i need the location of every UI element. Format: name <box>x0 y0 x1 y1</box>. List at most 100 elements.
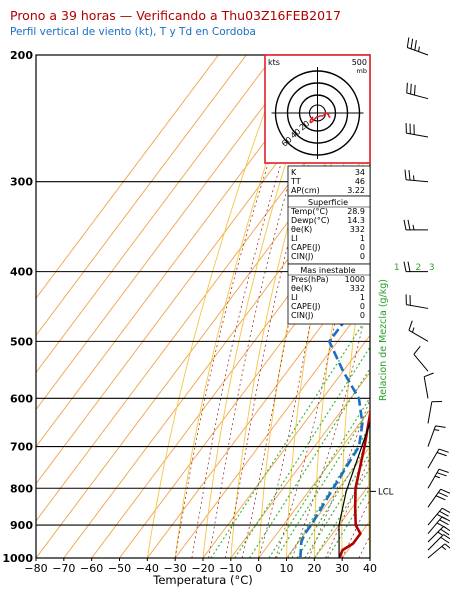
indices-box <box>287 165 371 197</box>
hodograph-max-label: 500 <box>352 58 367 67</box>
isotherm-line <box>230 371 370 558</box>
unstable-value: 1000 <box>344 275 365 284</box>
x-tick-label: −50 <box>108 562 131 575</box>
surface-value: 0 <box>359 243 365 252</box>
isotherm-line <box>63 149 370 558</box>
wind-barb <box>427 400 443 424</box>
surface-value: 14.3 <box>347 216 365 225</box>
wind-barb <box>406 82 429 100</box>
surface-heading: Superficie <box>307 198 349 207</box>
x-tick-label: −30 <box>164 562 187 575</box>
x-tick-label: −70 <box>52 562 75 575</box>
unstable-row: LI 1 <box>289 293 367 302</box>
surface-label: θe(K) <box>291 225 313 234</box>
parcel-profile-line <box>338 420 370 558</box>
y-tick-label: 900 <box>10 519 33 532</box>
dry-adiabat <box>368 415 370 558</box>
isotherm-line <box>36 55 219 299</box>
y-tick-label: 400 <box>10 266 33 279</box>
surface-label: Dewp(°C) <box>291 216 330 225</box>
surface-label: CAPE(J) <box>291 243 321 252</box>
x-tick-label: −40 <box>136 562 159 575</box>
x-tick-label: 20 <box>307 562 321 575</box>
surface-label: CIN(J) <box>291 252 314 261</box>
surface-value: 332 <box>349 225 365 234</box>
tt-label: TT <box>291 177 301 186</box>
k-label: K <box>291 168 297 177</box>
unstable-box <box>287 263 371 325</box>
isotherm-line <box>258 408 370 558</box>
moist-adiabat <box>208 55 330 558</box>
wind-barb <box>403 261 428 273</box>
moist-adiabat <box>191 55 318 558</box>
wind-barb <box>427 525 450 543</box>
isotherm-line <box>36 55 303 411</box>
wind-barb <box>403 219 428 231</box>
unstable-label: LI <box>291 293 298 302</box>
temperature-profile-line <box>338 406 370 558</box>
unstable-row: CIN(J) 0 <box>289 311 367 320</box>
surface-row: CAPE(J) 0 <box>289 243 367 252</box>
unstable-table: Mas inestable Pres(hPa) 1000 θe(K) 332 LI 1 CA… <box>289 266 367 320</box>
surface-row: LI 1 <box>289 234 367 243</box>
wind-barb <box>406 37 429 56</box>
x-tick-label: −60 <box>80 562 103 575</box>
unstable-value: 0 <box>359 311 365 320</box>
x-tick-label: −80 <box>24 562 47 575</box>
indices-table: K 34 TT 46 AP(cm) 3.22 <box>289 168 367 195</box>
dewpoint-profile-line <box>299 279 370 558</box>
chart-subtitle: Perfil vertical de viento (kt), T y Td e… <box>10 26 256 38</box>
wind-barb <box>405 122 429 138</box>
mixing-ratio-label: 1 <box>394 263 400 273</box>
wind-barb <box>427 488 450 508</box>
y-tick-label: 300 <box>10 176 33 189</box>
isotherm-line <box>286 445 370 558</box>
wind-barb <box>404 169 429 183</box>
x-tick-label: 10 <box>280 562 294 575</box>
chart-title: Prono a 39 horas — Verificando a Thu03Z1… <box>10 8 341 23</box>
x-tick-label: 40 <box>363 562 377 575</box>
wind-barb <box>405 294 429 309</box>
hodograph-mb-label: mb <box>357 67 367 75</box>
wind-barb <box>423 372 434 399</box>
moist-adiabat <box>174 55 306 558</box>
mixing-ratio-label: 2 <box>416 263 422 273</box>
unstable-value: 0 <box>359 302 365 311</box>
wind-barb <box>413 346 429 372</box>
moist-adiabat <box>358 534 370 558</box>
wind-barb <box>427 425 446 447</box>
wind-barb <box>427 448 449 469</box>
unstable-label: Pres(hPa) <box>291 275 329 284</box>
unstable-value: 332 <box>349 284 365 293</box>
wind-barb <box>427 507 450 526</box>
wind-barb <box>427 543 450 559</box>
isotherm-line <box>36 55 247 337</box>
surface-value: 1 <box>359 234 365 243</box>
mixing-ratio-axis-label: Relacion de Mezcla (g/kg) <box>378 279 389 401</box>
surface-label: Temp(°C) <box>291 207 329 216</box>
unstable-row: θe(K) 332 <box>289 284 367 293</box>
surface-row: Dewp(°C) 14.3 <box>289 216 367 225</box>
y-tick-label: 200 <box>10 49 33 62</box>
dry-adiabat <box>444 55 450 558</box>
y-tick-label: 600 <box>10 392 33 405</box>
x-tick-label: 30 <box>335 562 349 575</box>
unstable-label: CIN(J) <box>291 311 314 320</box>
unstable-heading: Mas inestable <box>300 266 356 275</box>
isotherm-line <box>36 55 275 374</box>
surface-table: Superficie Temp(°C) 28.9 Dewp(°C) 14.3 θe(K)… <box>289 198 367 261</box>
dry-adiabat <box>419 55 450 558</box>
wind-barb <box>408 320 429 342</box>
y-tick-label: 500 <box>10 335 33 348</box>
surface-value: 28.9 <box>347 207 365 216</box>
ap-label: AP(cm) <box>291 186 320 195</box>
unstable-row: Pres(hPa) 1000 <box>289 275 367 284</box>
mixing-ratio-label: 3 <box>429 263 435 273</box>
k-value: 34 <box>354 168 365 177</box>
unstable-label: θe(K) <box>291 284 313 293</box>
x-tick-label: 0 <box>255 562 262 575</box>
x-axis-label: Temperatura (°C) <box>152 573 252 587</box>
unstable-row: CAPE(J) 0 <box>289 302 367 311</box>
